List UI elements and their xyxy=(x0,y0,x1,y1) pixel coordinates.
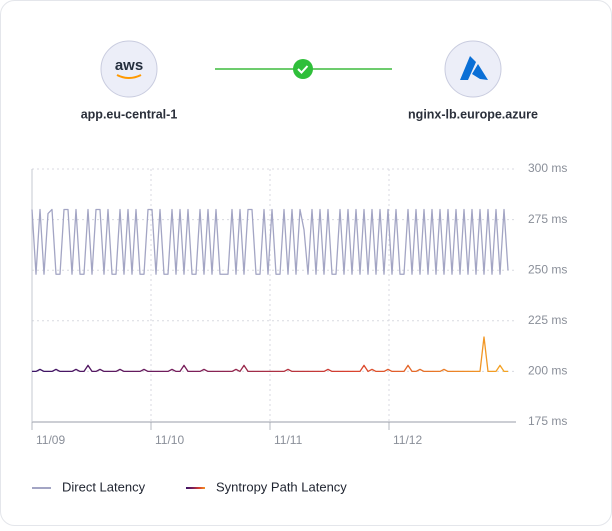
x-tick-label: 11/11 xyxy=(274,433,303,447)
source-label: app.eu-central-1 xyxy=(81,107,178,121)
y-tick-label: 250 ms xyxy=(528,262,567,276)
source-logo-smile xyxy=(116,74,142,79)
target-icon xyxy=(444,40,502,98)
legend-label: Syntropy Path Latency xyxy=(216,479,347,494)
azure-logo xyxy=(460,56,488,80)
status-ok xyxy=(293,59,313,79)
legend-label: Direct Latency xyxy=(62,479,146,494)
x-tick-label: 11/12 xyxy=(393,433,422,447)
target-node: nginx-lb.europe.azure xyxy=(408,40,538,121)
connection xyxy=(215,59,392,79)
source-icon xyxy=(100,40,158,98)
y-tick-label: 225 ms xyxy=(528,313,567,327)
plot: 175 ms 200 ms 225 ms 250 ms 275 ms 300 ms 11/0… xyxy=(31,161,567,494)
y-tick-label: 300 ms xyxy=(528,161,567,175)
series-line xyxy=(31,208,509,275)
source-node: aws app.eu-central-1 xyxy=(81,40,178,121)
series-line xyxy=(32,336,508,373)
source-logo: aws xyxy=(115,57,143,74)
y-tick-label: 275 ms xyxy=(528,212,567,226)
y-tick-label: 200 ms xyxy=(528,364,567,378)
x-tick-label: 11/09 xyxy=(36,433,65,447)
status-check xyxy=(297,65,309,74)
y-tick-label: 175 ms xyxy=(528,414,567,428)
target-label: nginx-lb.europe.azure xyxy=(408,107,538,121)
x-tick-label: 11/10 xyxy=(155,433,184,447)
